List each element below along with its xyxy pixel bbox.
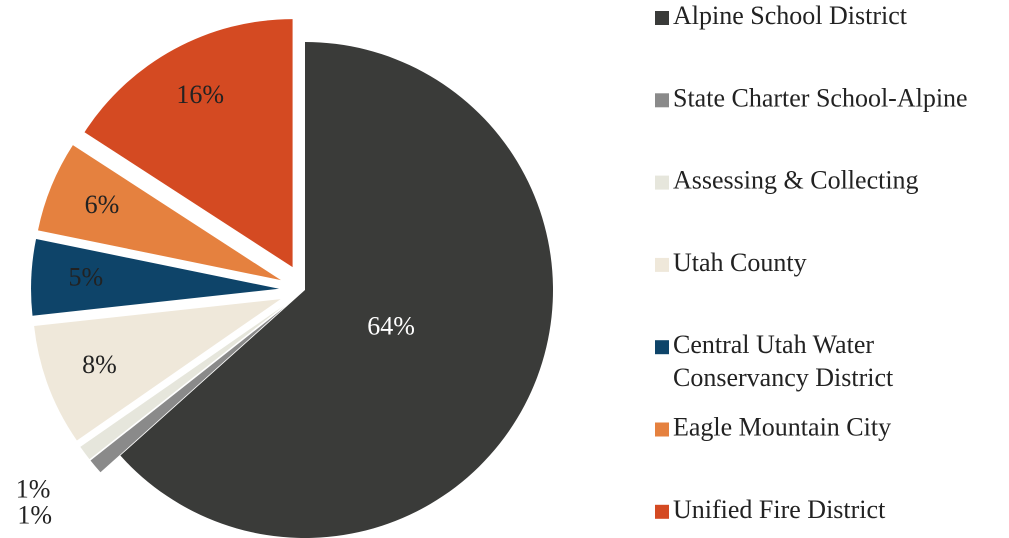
legend-swatch bbox=[655, 175, 669, 190]
legend-label: Utah County bbox=[673, 248, 807, 277]
pie-slice bbox=[31, 238, 280, 316]
legend-label: Unified Fire District bbox=[673, 495, 886, 524]
pie-slice bbox=[120, 42, 554, 538]
legend-line: Conservancy District bbox=[673, 363, 894, 392]
data-label: 1% bbox=[17, 501, 52, 530]
legend-line: Central Utah Water bbox=[673, 330, 874, 359]
pie-slice bbox=[37, 145, 281, 281]
legend-label: State Charter School-Alpine bbox=[673, 83, 968, 112]
legend-swatch bbox=[655, 11, 669, 25]
data-label: 16% bbox=[176, 80, 224, 109]
legend-swatch bbox=[655, 93, 669, 108]
data-label: 1% bbox=[16, 474, 51, 503]
data-label: 5% bbox=[68, 263, 103, 292]
legend-swatch bbox=[655, 504, 669, 519]
pie-slice bbox=[84, 19, 293, 268]
legend-swatch bbox=[655, 422, 669, 437]
legend-label: Assessing & Collecting bbox=[673, 166, 919, 195]
legend-label: Central Utah Water Conservancy District bbox=[673, 330, 894, 392]
pie-slice bbox=[80, 305, 285, 460]
pie-slice bbox=[90, 306, 286, 473]
legend-swatch bbox=[655, 340, 669, 355]
pie-slice bbox=[34, 299, 281, 441]
data-label: 64% bbox=[367, 311, 415, 340]
data-label: 8% bbox=[82, 350, 117, 379]
data-label: 6% bbox=[85, 190, 120, 219]
legend-swatch bbox=[655, 257, 669, 272]
legend-label: Alpine School District bbox=[673, 1, 908, 30]
legend-label: Eagle Mountain City bbox=[673, 412, 891, 441]
